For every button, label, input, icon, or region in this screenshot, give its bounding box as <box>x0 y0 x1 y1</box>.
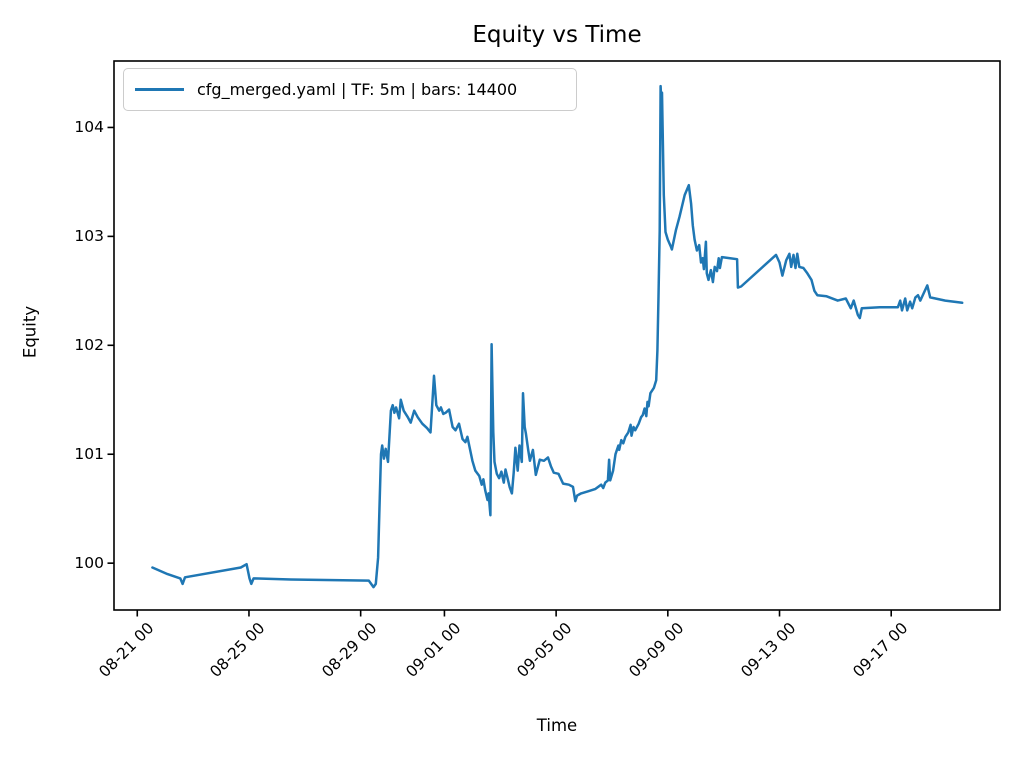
y-tick-label: 102 <box>74 335 104 354</box>
x-axis-tick-marks <box>136 610 893 617</box>
chart-title: Equity vs Time <box>472 22 642 48</box>
y-tick-label: 103 <box>74 226 104 245</box>
y-tick-label: 100 <box>74 553 104 572</box>
y-axis-label: Equity <box>20 305 40 359</box>
y-tick-label: 101 <box>74 444 104 463</box>
legend-series-label: cfg_merged.yaml | TF: 5m | bars: 14400 <box>197 80 518 99</box>
legend: cfg_merged.yaml | TF: 5m | bars: 14400 <box>123 68 577 111</box>
y-tick-label: 104 <box>74 117 104 136</box>
x-axis-label: Time <box>536 716 578 735</box>
legend-line-swatch <box>135 88 184 91</box>
plot-border <box>113 60 1001 611</box>
y-axis-tick-marks <box>107 126 114 564</box>
equity-line-series <box>151 84 964 589</box>
